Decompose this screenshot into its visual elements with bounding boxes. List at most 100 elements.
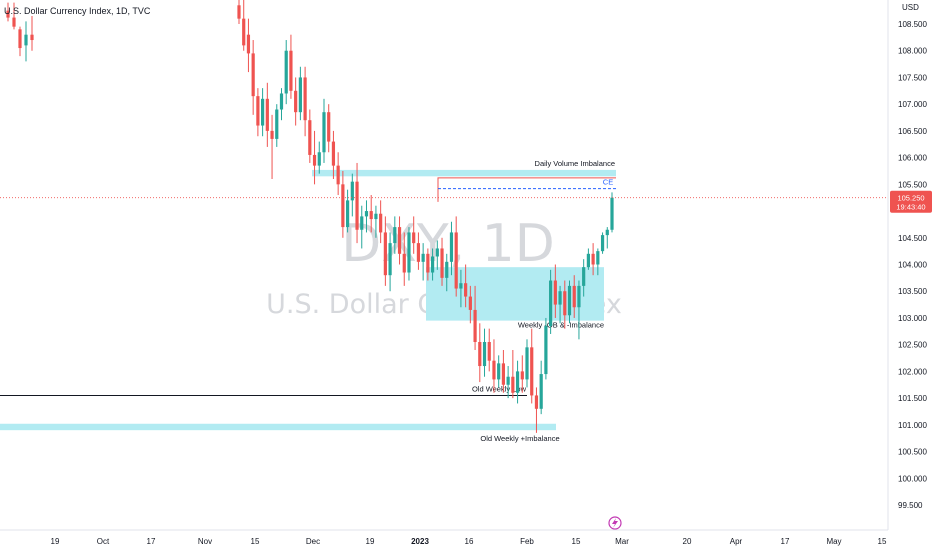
candle[interactable] [6, 2, 10, 22]
candle[interactable] [534, 387, 539, 433]
candle[interactable] [544, 317, 548, 380]
candle[interactable] [426, 248, 430, 281]
candle[interactable] [397, 216, 402, 265]
candle[interactable] [530, 328, 534, 404]
candle[interactable] [586, 248, 590, 270]
candle[interactable] [336, 152, 340, 196]
candle[interactable] [345, 189, 350, 233]
candle[interactable] [388, 232, 392, 292]
candle[interactable] [454, 216, 458, 297]
candle[interactable] [275, 104, 279, 147]
candle[interactable] [468, 285, 472, 324]
candle[interactable] [445, 253, 449, 292]
candle[interactable] [478, 323, 482, 383]
candle[interactable] [322, 98, 326, 163]
candle[interactable] [539, 360, 543, 415]
candle[interactable] [421, 243, 425, 281]
candle[interactable] [289, 34, 293, 99]
candle-body [600, 235, 605, 252]
candle[interactable] [284, 40, 288, 105]
candle[interactable] [567, 280, 572, 324]
candle[interactable] [459, 269, 463, 308]
candle[interactable] [596, 248, 600, 276]
candle[interactable] [572, 275, 576, 318]
candle[interactable] [482, 328, 487, 377]
time-tick-label: Dec [306, 537, 320, 546]
candle[interactable] [435, 240, 439, 270]
candle[interactable] [355, 162, 359, 244]
candle[interactable] [515, 360, 520, 404]
candle[interactable] [402, 232, 406, 286]
candle[interactable] [364, 200, 369, 233]
candle[interactable] [18, 26, 22, 57]
candle[interactable] [270, 114, 274, 179]
candle[interactable] [416, 232, 421, 270]
candle[interactable] [492, 339, 496, 393]
candle-body [449, 232, 454, 262]
candle[interactable] [256, 88, 260, 137]
currency-label: USD [902, 3, 919, 12]
candle[interactable] [487, 328, 491, 372]
old-weekly-low-label: Old Weekly Low [472, 384, 527, 393]
candle[interactable] [294, 77, 298, 126]
candle[interactable] [308, 109, 312, 163]
candle[interactable] [237, 0, 241, 24]
candle[interactable] [379, 200, 383, 244]
candle[interactable] [600, 232, 605, 254]
candle[interactable] [506, 366, 510, 399]
candle[interactable] [577, 280, 581, 340]
annotations-layer: Daily Volume Imbalance Weekly -OB & -Imba… [0, 159, 616, 443]
candle[interactable] [360, 205, 364, 249]
candle[interactable] [12, 2, 16, 30]
candle[interactable] [497, 355, 501, 388]
candle[interactable] [449, 221, 454, 276]
candle[interactable] [511, 350, 515, 399]
price-tick-label: 99.500 [898, 501, 923, 510]
candle[interactable] [303, 66, 307, 137]
candle[interactable] [341, 170, 345, 238]
candle[interactable] [317, 141, 321, 174]
candle[interactable] [393, 216, 397, 254]
candle[interactable] [298, 66, 302, 121]
candles-layer[interactable] [6, 0, 614, 433]
candle[interactable] [24, 21, 28, 62]
candle[interactable] [553, 264, 557, 318]
candle[interactable] [464, 264, 468, 308]
candle[interactable] [582, 259, 586, 297]
candle[interactable] [440, 237, 444, 286]
candle[interactable] [591, 243, 595, 276]
candle[interactable] [374, 205, 378, 238]
candle[interactable] [331, 130, 336, 179]
candle[interactable] [520, 355, 524, 393]
candle[interactable] [525, 339, 529, 388]
candle[interactable] [430, 248, 435, 281]
lightning-icon[interactable] [608, 516, 622, 530]
candle[interactable] [407, 227, 411, 281]
candle[interactable] [383, 216, 387, 286]
candle[interactable] [261, 88, 265, 137]
candle[interactable] [242, 0, 246, 51]
candle[interactable] [610, 192, 614, 233]
candle-body [379, 213, 383, 233]
candle[interactable] [563, 280, 567, 329]
candle[interactable] [327, 104, 331, 153]
candle[interactable] [350, 173, 354, 217]
candle[interactable] [501, 350, 506, 393]
candle[interactable] [369, 195, 373, 233]
candle[interactable] [549, 269, 553, 334]
price-axis[interactable]: 108.500 108.000 107.500 107.000 106.500 106.0… [887, 0, 927, 530]
candle[interactable] [473, 285, 477, 351]
time-axis[interactable]: 19 Oct 17 Nov 15 Dec 19 2023 16 Feb 15 Mar 20 Apr 17 Ma… [0, 529, 888, 546]
candle[interactable] [605, 227, 609, 249]
candle-body [501, 363, 506, 385]
candle[interactable] [265, 82, 269, 147]
candle[interactable] [246, 18, 251, 73]
candle[interactable] [279, 88, 284, 121]
candle[interactable] [312, 130, 317, 185]
candle[interactable] [412, 216, 416, 254]
candle[interactable] [30, 15, 34, 51]
candle-body [468, 296, 472, 310]
candle[interactable] [558, 285, 562, 324]
candle[interactable] [251, 40, 255, 115]
